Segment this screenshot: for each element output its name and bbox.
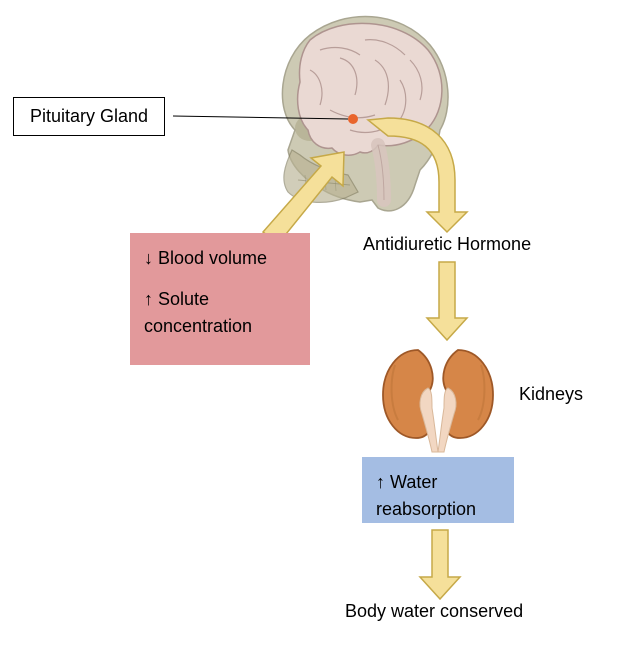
conserved-label: Body water conserved (345, 601, 523, 622)
kidneys-label: Kidneys (519, 384, 583, 405)
brain-illustration (282, 17, 448, 211)
pituitary-leader-line (173, 116, 348, 119)
kidneys-illustration (383, 350, 493, 452)
arrow-adh-to-kidneys (427, 262, 467, 340)
pituitary-gland-marker (348, 114, 358, 124)
pituitary-label-box: Pituitary Gland (13, 97, 165, 136)
adh-label: Antidiuretic Hormone (363, 234, 531, 255)
blood-line1: ↓ Blood volume (144, 245, 296, 272)
arrow-brain-to-adh (368, 118, 467, 232)
arrow-blood-to-brain (263, 152, 344, 244)
arrow-water-to-conserved (420, 530, 460, 599)
blood-line2: ↑ Solute concentration (144, 286, 296, 340)
water-text: ↑ Water reabsorption (376, 472, 476, 519)
pituitary-label-text: Pituitary Gland (30, 106, 148, 126)
blood-volume-box: ↓ Blood volume ↑ Solute concentration (130, 233, 310, 365)
water-reabsorption-box: ↑ Water reabsorption (362, 457, 514, 523)
